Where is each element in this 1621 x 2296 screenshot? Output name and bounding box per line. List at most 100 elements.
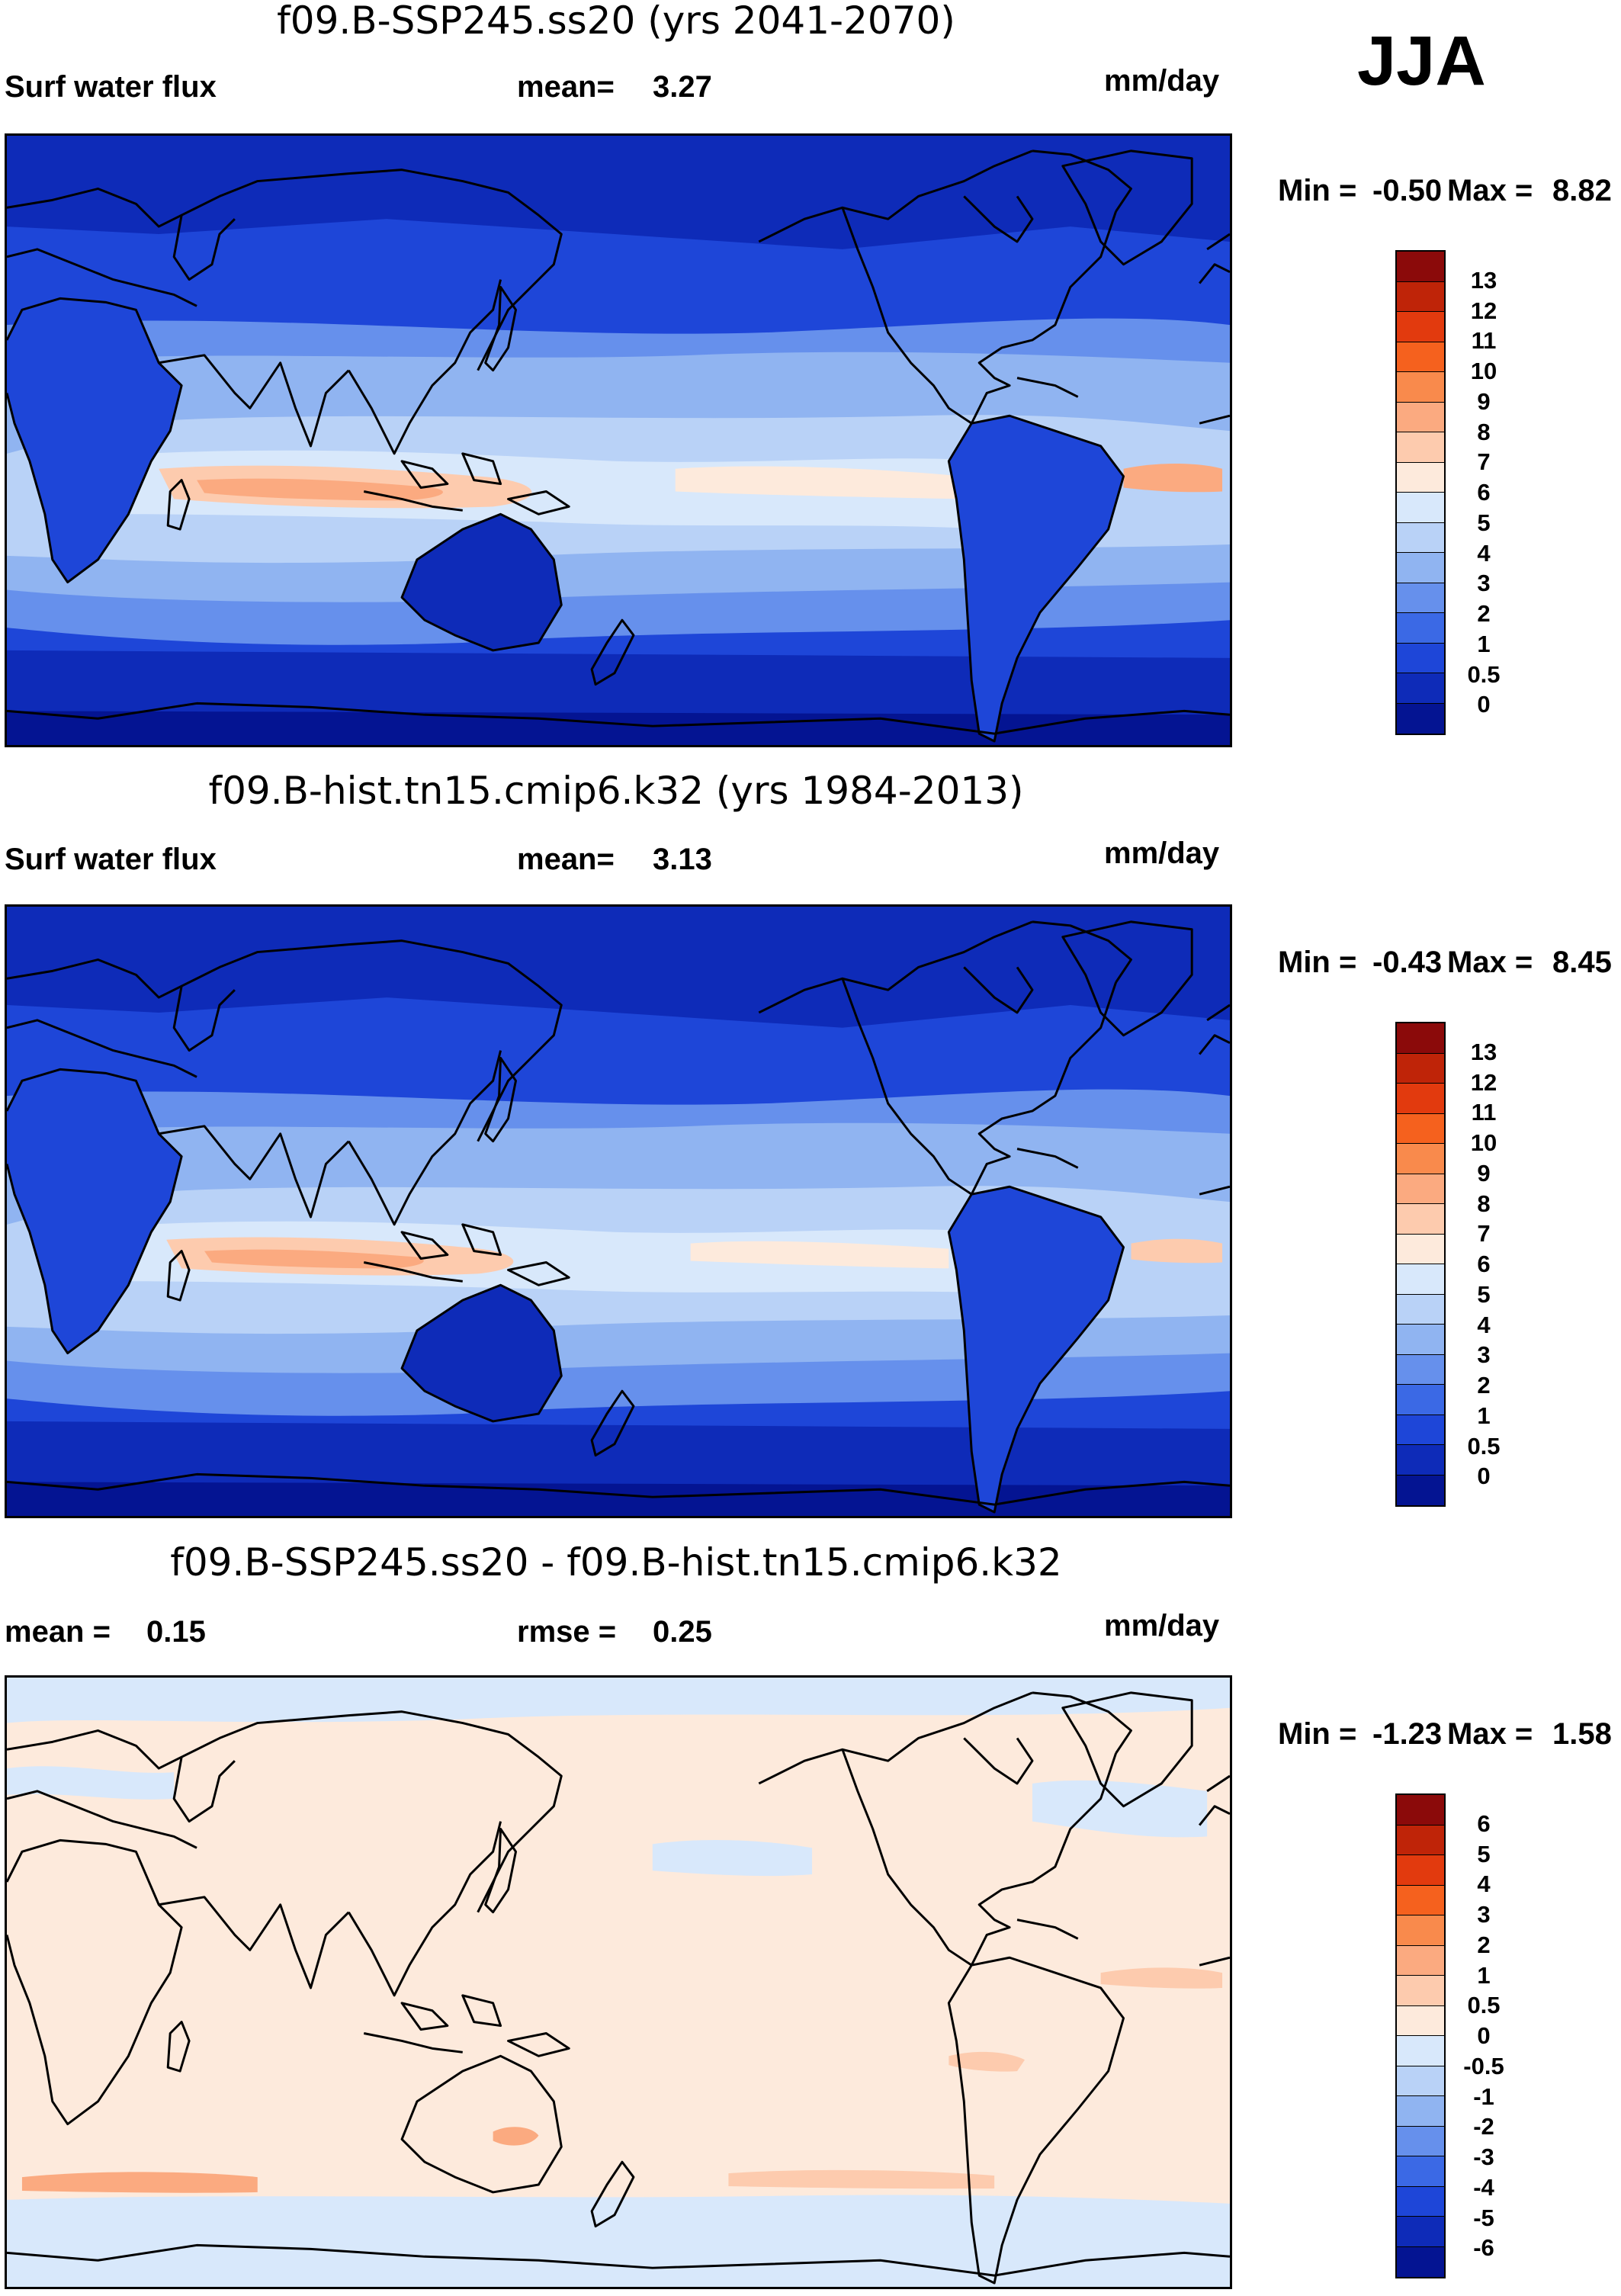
colorbar-tick-label: 10 [1470, 358, 1497, 384]
panel-2-map [5, 904, 1232, 1518]
panel-1-max-label: Max = [1447, 174, 1533, 207]
colorbar-tick-label: 4 [1477, 1871, 1491, 1898]
panel-1-map [5, 133, 1232, 747]
panel-3-map-field [7, 1678, 1230, 2287]
colorbar-swatch [1397, 2005, 1444, 2036]
panel-3-map [5, 1675, 1232, 2289]
panel-1-title: f09.B-SSP245.ss20 (yrs 2041-2070) [277, 0, 955, 43]
colorbar-swatch [1397, 2156, 1444, 2187]
colorbar-tick-label: 5 [1477, 1280, 1491, 1308]
colorbar-swatch [1397, 1325, 1444, 1355]
colorbar-swatch [1397, 1795, 1444, 1826]
colorbar-swatch [1397, 432, 1444, 463]
colorbar-swatch [1397, 1945, 1444, 1976]
colorbar-tick-label: 11 [1471, 1099, 1497, 1126]
panel-1-mean-value: 3.27 [653, 70, 712, 104]
colorbar-tick-label: 6 [1477, 479, 1491, 506]
colorbar-tick-label: 8 [1477, 1190, 1491, 1217]
panel-2-colorbar [1395, 1022, 1446, 1507]
colorbar-tick-label: 9 [1477, 387, 1491, 415]
panel-2-variable-label: Surf water flux [5, 843, 217, 876]
panel-3-rmse-value: 0.25 [653, 1615, 712, 1649]
colorbar-swatch [1397, 2066, 1444, 2096]
panel-2-max-value: 8.45 [1552, 946, 1612, 979]
panel-1-colorbar [1395, 250, 1446, 735]
colorbar-tick-label: 12 [1470, 297, 1497, 324]
panel-3-min-label: Min = [1278, 1717, 1357, 1751]
colorbar-swatch [1397, 1354, 1444, 1385]
colorbar-swatch [1397, 2126, 1444, 2156]
colorbar-swatch [1397, 281, 1444, 312]
colorbar-tick-label: 2 [1477, 1372, 1491, 1398]
panel-1-mean-label: mean= [517, 70, 615, 104]
colorbar-tick-label: 0.5 [1467, 1432, 1501, 1459]
panel-1-min-value: -0.50 [1372, 174, 1443, 207]
colorbar-tick-label: 1 [1477, 1402, 1491, 1429]
colorbar-swatch [1397, 1475, 1444, 1505]
colorbar-swatch [1397, 462, 1444, 493]
colorbar-swatch [1397, 1294, 1444, 1325]
panel-3-rmse-label: rmse = [517, 1615, 617, 1649]
colorbar-tick-label: 10 [1470, 1129, 1497, 1156]
colorbar-swatch [1397, 643, 1444, 673]
colorbar-tick-label: 13 [1470, 266, 1497, 294]
colorbar-swatch [1397, 673, 1444, 704]
colorbar-tick-label: 6 [1477, 1810, 1491, 1837]
colorbar-tick-label: -1 [1473, 2082, 1494, 2110]
colorbar-tick-label: 2 [1477, 1931, 1491, 1958]
colorbar-swatch [1397, 1084, 1444, 1114]
panel-1-variable-label: Surf water flux [5, 70, 217, 104]
colorbar-tick-label: -2 [1473, 2113, 1494, 2140]
panel-2-units: mm/day [1104, 837, 1220, 870]
colorbar-swatch [1397, 1264, 1444, 1295]
colorbar-swatch [1397, 1885, 1444, 1915]
colorbar-swatch [1397, 522, 1444, 553]
panel-2-mean-value: 3.13 [653, 843, 712, 876]
panel-2-min-value: -0.43 [1372, 946, 1443, 979]
colorbar-tick-label: 0.5 [1467, 1992, 1501, 2019]
colorbar-tick-label: 9 [1477, 1159, 1491, 1187]
panel-3-mean-label: mean = [5, 1615, 111, 1649]
colorbar-swatch [1397, 342, 1444, 372]
colorbar-swatch [1397, 1445, 1444, 1476]
panel-3-mean-value: 0.15 [146, 1615, 206, 1649]
panel-3-min-value: -1.23 [1372, 1717, 1443, 1751]
colorbar-swatch [1397, 402, 1444, 432]
colorbar-swatch [1397, 1915, 1444, 1946]
colorbar-tick-label: 0.5 [1467, 660, 1501, 688]
colorbar-swatch [1397, 2217, 1444, 2247]
colorbar-swatch [1397, 553, 1444, 583]
colorbar-tick-label: 12 [1470, 1068, 1497, 1096]
panel-2-mean-label: mean= [517, 843, 615, 876]
colorbar-swatch [1397, 703, 1444, 734]
panel-1-map-field [7, 136, 1230, 745]
colorbar-tick-label: 4 [1477, 539, 1491, 567]
panel-3-title: f09.B-SSP245.ss20 - f09.B-hist.tn15.cmip… [170, 1540, 1062, 1585]
colorbar-tick-label: -0.5 [1463, 2052, 1504, 2079]
panel-3-colorbar [1395, 1793, 1446, 2278]
panel-2-max-label: Max = [1447, 946, 1533, 979]
colorbar-tick-label: 0 [1477, 2022, 1491, 2049]
colorbar-tick-label: 0 [1477, 691, 1491, 718]
colorbar-swatch [1397, 1415, 1444, 1445]
panel-1-max-value: 8.82 [1552, 174, 1612, 207]
colorbar-tick-label: 5 [1477, 1840, 1491, 1867]
colorbar-tick-label: -5 [1473, 2204, 1494, 2231]
colorbar-swatch [1397, 1113, 1444, 1144]
colorbar-tick-label: 8 [1477, 418, 1491, 445]
colorbar-swatch [1397, 1234, 1444, 1264]
panel-2-map-field [7, 907, 1230, 1516]
colorbar-swatch [1397, 1385, 1444, 1415]
panel-1-units: mm/day [1104, 64, 1220, 98]
colorbar-swatch [1397, 583, 1444, 613]
colorbar-swatch [1397, 2186, 1444, 2217]
panel-1-min-label: Min = [1278, 174, 1357, 207]
colorbar-swatch [1397, 372, 1444, 403]
colorbar-tick-label: 1 [1477, 1961, 1491, 1989]
colorbar-tick-label: 7 [1477, 448, 1491, 476]
colorbar-tick-label: 11 [1471, 327, 1497, 355]
colorbar-swatch [1397, 2036, 1444, 2066]
colorbar-swatch [1397, 1855, 1444, 1886]
colorbar-tick-label: 3 [1477, 1901, 1491, 1928]
colorbar-swatch [1397, 2246, 1444, 2277]
